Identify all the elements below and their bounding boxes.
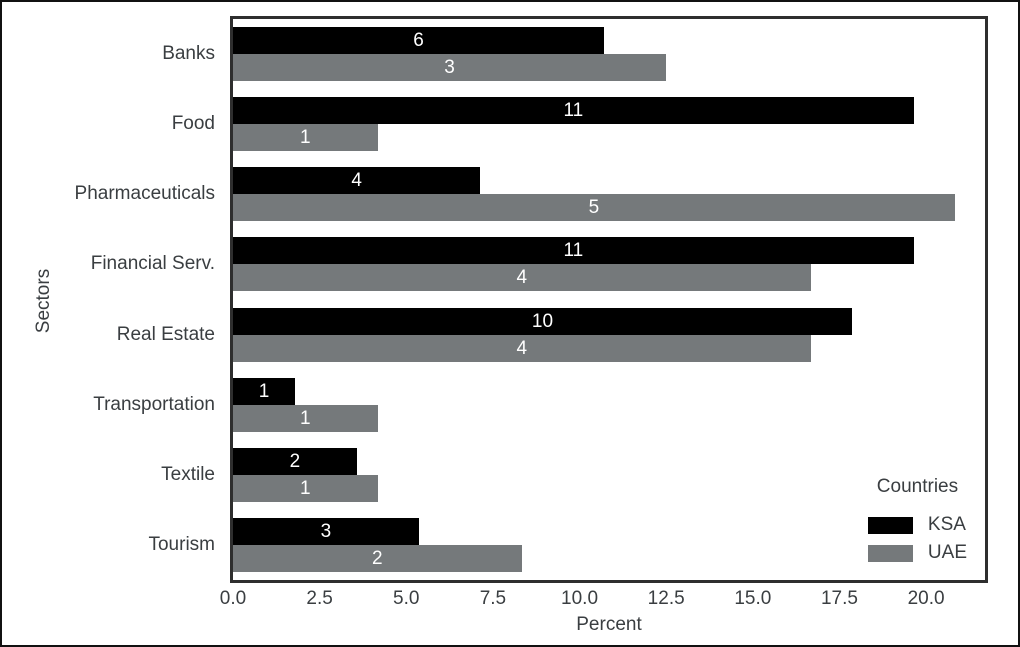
bars-layer: 6 3 11 1 4 5 11 4 10 4 1 1 2 1 3 2	[233, 19, 985, 580]
bar-ksa-food: 11	[233, 97, 914, 125]
bar-uae-banks: 3	[233, 54, 667, 82]
legend-layer: Countries KSA UAE	[233, 19, 985, 580]
bar-value-label: 5	[588, 197, 600, 219]
bar-value-label: 11	[563, 100, 584, 122]
legend-row-uae: UAE	[867, 542, 967, 564]
legend-items: KSA UAE	[867, 508, 967, 564]
bar-value-label: 4	[516, 267, 528, 289]
category-label-pharmaceuticals: Pharmaceuticals	[74, 183, 215, 205]
bar-uae-pharmaceuticals: 5	[233, 194, 955, 222]
bar-value-label: 1	[299, 477, 311, 499]
bar-uae-tourism: 2	[233, 544, 522, 572]
category-label-real-estate: Real Estate	[116, 323, 215, 345]
bar-value-label: 4	[516, 337, 528, 359]
bar-value-label: 2	[372, 547, 383, 569]
x-tick-15.0: 15.0	[734, 588, 772, 609]
bar-value-label: 2	[289, 450, 301, 472]
bar-ksa-tourism: 3	[233, 517, 419, 545]
category-label-banks: Banks	[162, 43, 215, 65]
legend-label-uae: UAE	[927, 542, 967, 563]
legend-label-ksa: KSA	[927, 514, 966, 535]
bar-value-label: 6	[413, 30, 424, 52]
x-tick-17.5: 17.5	[820, 588, 858, 609]
x-tick-2.5: 2.5	[306, 588, 333, 609]
bar-ksa-financial-serv: 11	[233, 237, 914, 265]
category-label-transportation: Transportation	[93, 393, 215, 415]
x-tick-20.0: 20.0	[907, 588, 945, 609]
bar-uae-financial-serv: 4	[233, 264, 811, 292]
bar-value-label: 10	[531, 310, 554, 332]
bar-ksa-textile: 2	[233, 447, 357, 475]
category-label-textile: Textile	[161, 463, 215, 485]
category-label-financial-serv: Financial Serv.	[90, 253, 215, 275]
x-tick-10.0: 10.0	[561, 588, 599, 609]
bar-ksa-banks: 6	[233, 27, 605, 55]
bar-value-label: 3	[444, 57, 455, 79]
bar-ksa-pharmaceuticals: 4	[233, 167, 481, 195]
x-axis-title: Percent	[576, 614, 642, 635]
bar-uae-real-estate: 4	[233, 334, 811, 362]
legend-swatch-ksa	[867, 516, 913, 534]
bar-value-label: 1	[299, 407, 311, 429]
x-tick-12.5: 12.5	[647, 588, 685, 609]
bar-ksa-transportation: 1	[233, 377, 296, 405]
x-tick-5.0: 5.0	[393, 588, 420, 609]
bar-value-label: 1	[258, 380, 270, 402]
bar-value-label: 4	[351, 170, 362, 192]
x-tick-0.0: 0.0	[219, 588, 247, 609]
bar-value-label: 1	[299, 127, 311, 149]
plot-area: 6 3 11 1 4 5 11 4 10 4 1 1 2 1 3 2 Countries KSA UAE	[230, 16, 988, 583]
category-label-tourism: Tourism	[148, 533, 215, 555]
category-label-food: Food	[171, 113, 215, 135]
y-axis-title: Sectors	[33, 268, 54, 334]
bar-uae-transportation: 1	[233, 404, 378, 432]
y-axis-category-labels: Banks Food Pharmaceuticals Financial Serv. R…	[2, 19, 222, 580]
bar-uae-textile: 1	[233, 474, 378, 502]
legend-swatch-uae	[867, 544, 913, 562]
legend-title: Countries	[876, 476, 959, 497]
x-axis-tick-labels: 0.0 2.5 5.0 7.5 10.0 12.5 15.0 17.5 20.0	[220, 588, 985, 610]
x-tick-7.5: 7.5	[479, 588, 507, 609]
bar-value-label: 11	[563, 240, 584, 262]
bar-ksa-real-estate: 10	[233, 307, 852, 335]
legend: Countries KSA UAE	[867, 476, 967, 564]
bar-uae-food: 1	[233, 124, 378, 152]
legend-row-ksa: KSA	[867, 514, 967, 536]
bar-value-label: 3	[320, 520, 332, 542]
